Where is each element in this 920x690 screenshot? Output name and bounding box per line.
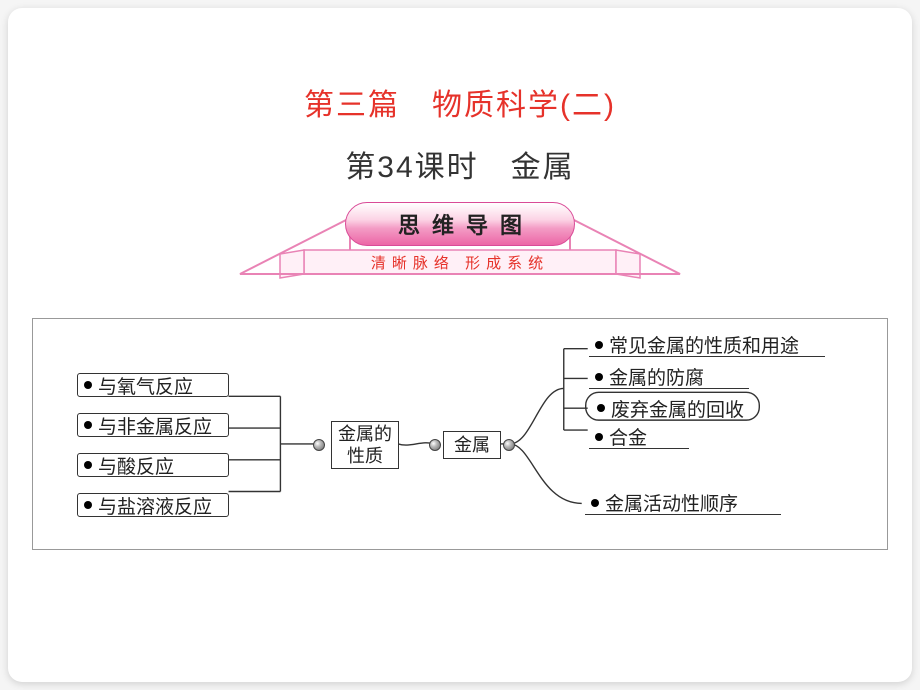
right-item-1-label: 常见金属的性质和用途: [609, 331, 799, 358]
left-item-2: 与非金属反应: [77, 413, 229, 437]
bullet-icon: [84, 381, 92, 389]
bullet-icon: [595, 433, 603, 441]
chapter-title: 第三篇 物质科学(二): [8, 80, 912, 124]
joiner-center-right-icon: [503, 439, 515, 451]
left-item-3: 与酸反应: [77, 453, 229, 477]
center-node: 金属: [443, 431, 501, 459]
right-item-4-label: 合金: [609, 423, 647, 450]
lesson-title: 第34课时 金属: [8, 142, 912, 186]
right-item-3: 废弃金属的回收: [591, 397, 761, 419]
left-item-1-label: 与氧气反应: [98, 372, 193, 399]
joiner-center-left-icon: [429, 439, 441, 451]
bullet-icon: [84, 461, 92, 469]
left-item-4: 与盐溶液反应: [77, 493, 229, 517]
title-section: 第三篇 物质科学(二) 第34课时 金属: [8, 8, 912, 186]
bullet-icon: [84, 501, 92, 509]
banner-sub-label: 清晰脉络 形成系统: [305, 250, 615, 274]
banner-main-label: 思维导图: [345, 202, 575, 246]
properties-node-label: 金属的 性质: [338, 423, 392, 468]
joiner-left-icon: [313, 439, 325, 451]
center-node-label: 金属: [454, 434, 490, 457]
bullet-icon: [84, 421, 92, 429]
right-item-2: 金属的防腐: [589, 365, 749, 389]
slide-page: 第三篇 物质科学(二) 第34课时 金属 思维导图 清晰脉络 形成系统: [8, 8, 912, 682]
banner: 思维导图 清晰脉络 形成系统: [180, 200, 740, 290]
bullet-icon: [595, 341, 603, 349]
left-item-1: 与氧气反应: [77, 373, 229, 397]
right-item-1: 常见金属的性质和用途: [589, 333, 825, 357]
right-item-3-label: 废弃金属的回收: [611, 395, 744, 422]
right-bottom-item-label: 金属活动性顺序: [605, 489, 738, 516]
bullet-icon: [591, 499, 599, 507]
left-item-4-label: 与盐溶液反应: [98, 492, 212, 519]
right-bottom-item: 金属活动性顺序: [585, 491, 781, 515]
properties-node: 金属的 性质: [331, 421, 399, 469]
left-item-3-label: 与酸反应: [98, 452, 174, 479]
right-item-2-label: 金属的防腐: [609, 363, 704, 390]
left-item-2-label: 与非金属反应: [98, 412, 212, 439]
mind-map: 与氧气反应 与非金属反应 与酸反应 与盐溶液反应 金属的 性质 金属 常见金属的…: [32, 318, 888, 550]
bullet-icon: [597, 404, 605, 412]
right-item-4: 合金: [589, 425, 689, 449]
bullet-icon: [595, 373, 603, 381]
